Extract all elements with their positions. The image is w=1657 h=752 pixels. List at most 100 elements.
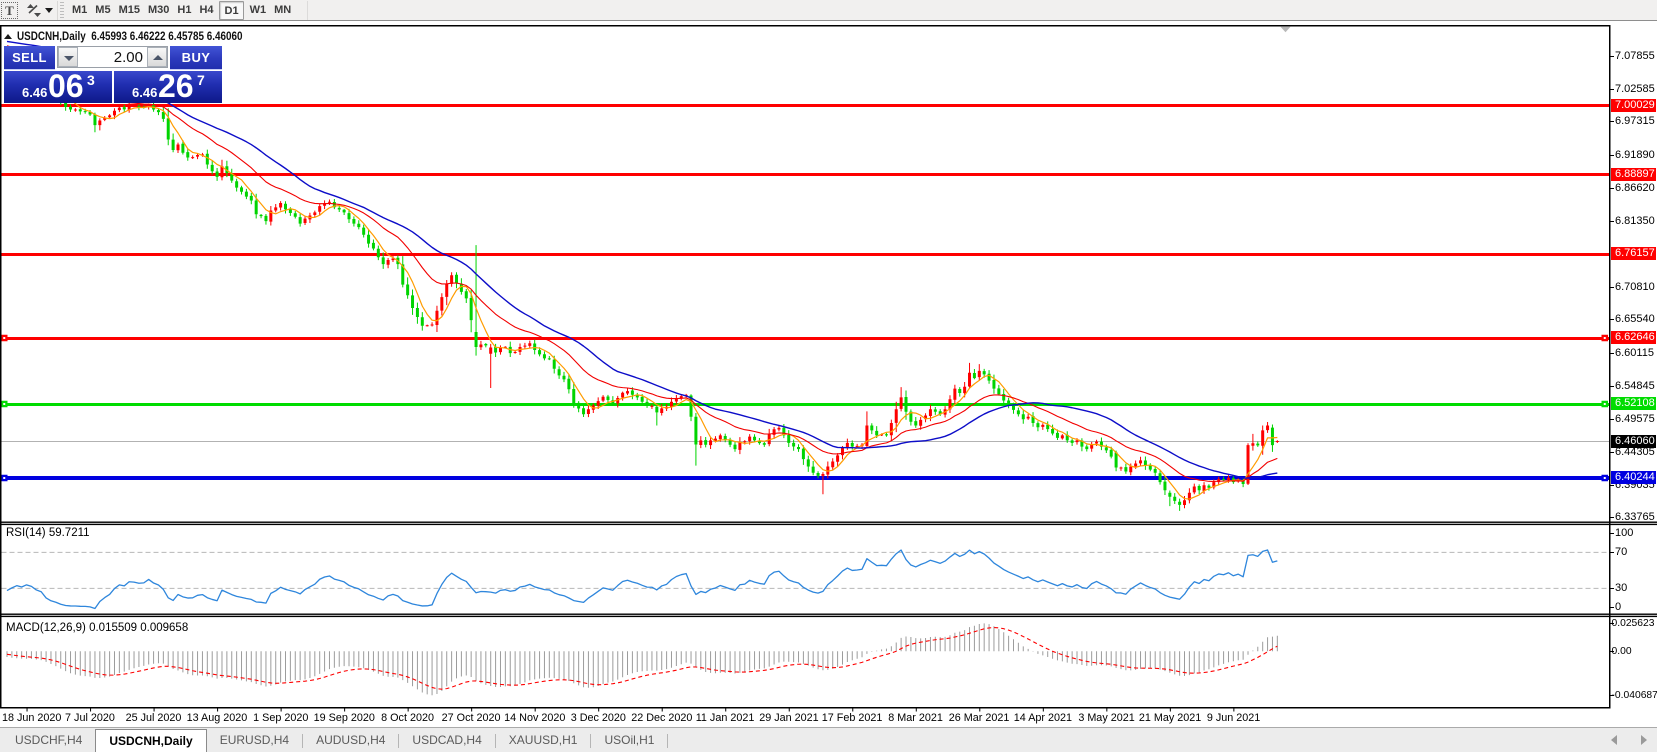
macd-scale-tick bbox=[1610, 622, 1614, 624]
date-label: 1 Sep 2020 bbox=[253, 712, 309, 724]
date-label: 8 Mar 2021 bbox=[888, 712, 943, 724]
date-label: 3 Dec 2020 bbox=[570, 712, 626, 724]
macd-pane[interactable] bbox=[6, 623, 1278, 696]
tab-divider bbox=[667, 734, 669, 748]
date-label: 27 Oct 2020 bbox=[441, 712, 501, 724]
date-label: 7 Jul 2020 bbox=[65, 712, 115, 724]
sell-price-sup: 3 bbox=[87, 72, 95, 88]
top-toolbar: T M1 M5 M15 M30 H1 H4 D1 W1 MN bbox=[0, 0, 1657, 21]
rsi-scale-tick bbox=[1610, 533, 1614, 534]
text-tool-button[interactable]: T bbox=[1, 2, 18, 19]
macd-histogram bbox=[6, 623, 1278, 696]
price-scale-tick bbox=[1610, 88, 1614, 90]
rsi-scale-label: 70 bbox=[1615, 545, 1628, 558]
macd-scale-tick bbox=[1610, 694, 1614, 696]
price-scale-tick bbox=[1610, 319, 1614, 321]
hline-anchor-center bbox=[3, 337, 6, 339]
tab-usdchf-h4[interactable]: USDCHF,H4 bbox=[15, 733, 83, 747]
tab-divider bbox=[494, 734, 496, 748]
price-scale-label: 6.91890 bbox=[1615, 149, 1655, 162]
price-badge-6.52108: 6.52108 bbox=[1611, 397, 1656, 411]
volume-input[interactable] bbox=[79, 47, 148, 67]
rsi-scale-label: 30 bbox=[1615, 581, 1628, 594]
volume-increase-button[interactable] bbox=[147, 47, 167, 67]
arrows-tool-button[interactable] bbox=[25, 2, 43, 19]
down-arrow-icon bbox=[64, 56, 74, 61]
hline-anchor-center bbox=[1603, 477, 1606, 479]
tab-eurusd-h4[interactable]: EURUSD,H4 bbox=[219, 733, 290, 747]
hline-anchor-center bbox=[3, 477, 6, 479]
timeframe-button-mn[interactable]: MN bbox=[274, 4, 292, 16]
price-badge-6.76157: 6.76157 bbox=[1611, 247, 1656, 261]
moving-average-medium bbox=[6, 45, 1278, 482]
rsi-pane[interactable] bbox=[1, 549, 1610, 610]
tabs-scroll-right-button[interactable] bbox=[1641, 735, 1647, 745]
price-scale-tick bbox=[1610, 517, 1614, 519]
rsi-scale-label: 100 bbox=[1615, 527, 1634, 539]
price-scale-label: 6.70810 bbox=[1615, 280, 1655, 293]
timeframe-button-m5[interactable]: M5 bbox=[95, 4, 111, 16]
buy-price-display[interactable]: 6.46 26 7 bbox=[114, 68, 222, 104]
price-scale-tick bbox=[1610, 353, 1614, 355]
chart-shift-marker-icon[interactable] bbox=[1280, 26, 1291, 33]
price-scale-tick bbox=[1610, 155, 1614, 157]
tab-scroll-buttons bbox=[1607, 734, 1651, 747]
sell-price-big: 06 bbox=[48, 68, 84, 104]
hline-anchor-center bbox=[1603, 337, 1606, 339]
main-price-pane[interactable] bbox=[0, 40, 1609, 511]
sort-arrows-icon bbox=[27, 4, 41, 17]
toolbar-grip-handle[interactable] bbox=[60, 2, 64, 19]
price-badge-6.40244: 6.40244 bbox=[1611, 471, 1656, 484]
rsi-scale-tick bbox=[1610, 551, 1614, 553]
timeframe-button-m15[interactable]: M15 bbox=[118, 4, 140, 16]
bullish-candle-bodies bbox=[10, 57, 1279, 505]
moving-average-fast bbox=[6, 51, 1278, 500]
chart-frame bbox=[0, 25, 1657, 712]
macd-signal-line bbox=[6, 627, 1278, 690]
price-scale-label: 6.33765 bbox=[1615, 511, 1655, 524]
tab-usdcad-h4[interactable]: USDCAD,H4 bbox=[412, 733, 482, 747]
sell-button[interactable]: SELL bbox=[4, 46, 55, 70]
chart-window: USDCNH,Daily 6.45993 6.46222 6.45785 6.4… bbox=[0, 22, 1657, 727]
chart-title-open: 6.45993 bbox=[91, 31, 127, 43]
date-label: 8 Oct 2020 bbox=[381, 712, 434, 724]
chart-canvas[interactable] bbox=[0, 22, 1657, 727]
timeframe-button-w1[interactable]: W1 bbox=[249, 4, 267, 16]
timeframe-button-m30[interactable]: M30 bbox=[147, 4, 170, 16]
volume-decrease-button[interactable] bbox=[58, 47, 78, 67]
timeframe-button-m1[interactable]: M1 bbox=[72, 4, 88, 16]
dropdown-caret-icon[interactable] bbox=[45, 8, 53, 13]
timeframe-button-h1[interactable]: H1 bbox=[177, 4, 192, 16]
buy-button[interactable]: BUY bbox=[170, 46, 222, 70]
timeframe-button-h4[interactable]: H4 bbox=[199, 4, 214, 16]
buy-price-small: 6.46 bbox=[132, 85, 158, 100]
one-click-trading-panel: SELL BUY 6.46 06 3 6.46 26 7 bbox=[4, 46, 222, 104]
tabs-scroll-left-button[interactable] bbox=[1611, 735, 1617, 745]
date-label: 25 Jul 2020 bbox=[125, 712, 182, 724]
tab-usdcnh-daily[interactable]: USDCNH,Daily bbox=[95, 729, 207, 752]
price-scale-label: 6.54845 bbox=[1615, 380, 1655, 393]
date-label: 18 Jun 2020 bbox=[2, 712, 62, 724]
price-scale-tick bbox=[1610, 220, 1614, 222]
collapse-triangle-icon[interactable] bbox=[4, 34, 12, 39]
sell-price-display[interactable]: 6.46 06 3 bbox=[4, 68, 112, 104]
price-scale-tick bbox=[1610, 386, 1614, 388]
price-scale-label: 7.02585 bbox=[1615, 82, 1655, 95]
macd-scale-tick bbox=[1610, 650, 1614, 652]
date-label: 13 Aug 2020 bbox=[186, 712, 248, 724]
tab-xauusd-h1[interactable]: XAUUSD,H1 bbox=[508, 733, 578, 747]
tab-divider bbox=[590, 734, 592, 748]
price-scale-tick bbox=[1610, 418, 1614, 420]
rsi-scale-tick bbox=[1610, 587, 1614, 589]
tab-usoil-h1[interactable]: USOil,H1 bbox=[604, 733, 655, 747]
price-badge-6.88897: 6.88897 bbox=[1611, 167, 1656, 181]
tab-audusd-h4[interactable]: AUDUSD,H4 bbox=[316, 733, 386, 747]
tab-divider bbox=[398, 734, 400, 748]
sell-price-small: 6.46 bbox=[22, 85, 48, 100]
timeframe-button-d1[interactable]: D1 bbox=[219, 1, 245, 20]
price-scale-tick bbox=[1610, 121, 1614, 123]
macd-scale-label: -0.040687 bbox=[1611, 689, 1657, 701]
macd-scale-label: 0.00 bbox=[1611, 645, 1632, 657]
macd-indicator-label: MACD(12,26,9) 0.015509 0.009658 bbox=[6, 622, 189, 634]
